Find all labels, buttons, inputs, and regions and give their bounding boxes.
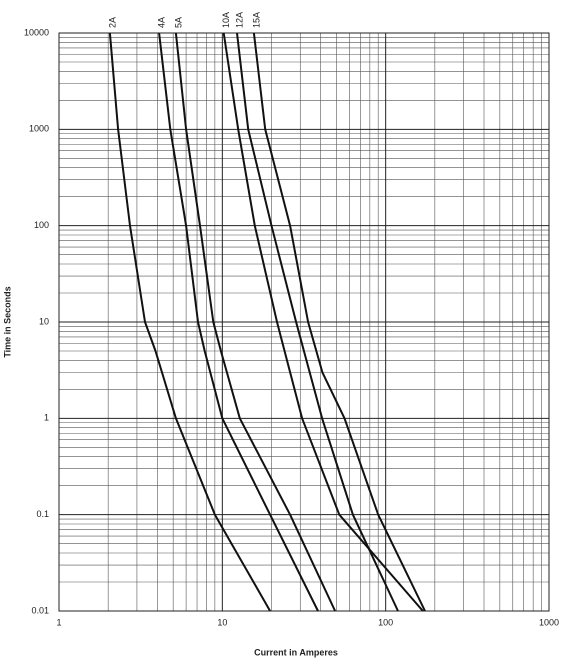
series-label: 10A <box>221 12 231 28</box>
curve <box>252 32 426 612</box>
y-tick-label: 100 <box>34 220 49 230</box>
series-label: 4A <box>156 17 166 28</box>
y-tick-label: 10000 <box>24 27 49 37</box>
x-tick-label: 10 <box>217 617 227 627</box>
series-label: 15A <box>251 12 261 28</box>
series-label: 12A <box>234 12 244 28</box>
series-label: 5A <box>173 17 183 28</box>
curve <box>174 32 337 612</box>
curve <box>108 32 271 612</box>
x-axis-title: Current in Amperes <box>254 647 338 657</box>
y-axis-title: Time in Seconds <box>2 286 12 357</box>
y-tick-label: 10 <box>39 316 49 326</box>
x-tick-label: 1000 <box>539 617 559 627</box>
y-tick-label: 1000 <box>29 124 49 134</box>
y-tick-label: 0.1 <box>36 509 49 519</box>
x-tick-label: 100 <box>378 617 393 627</box>
curve <box>158 32 319 612</box>
plot-frame <box>58 32 550 612</box>
series-label: 2A <box>107 17 117 28</box>
y-tick-label: 1 <box>44 413 49 423</box>
curve <box>222 32 424 612</box>
curve <box>236 32 399 612</box>
y-tick-label: 0.01 <box>31 605 49 615</box>
x-tick-label: 1 <box>56 617 61 627</box>
